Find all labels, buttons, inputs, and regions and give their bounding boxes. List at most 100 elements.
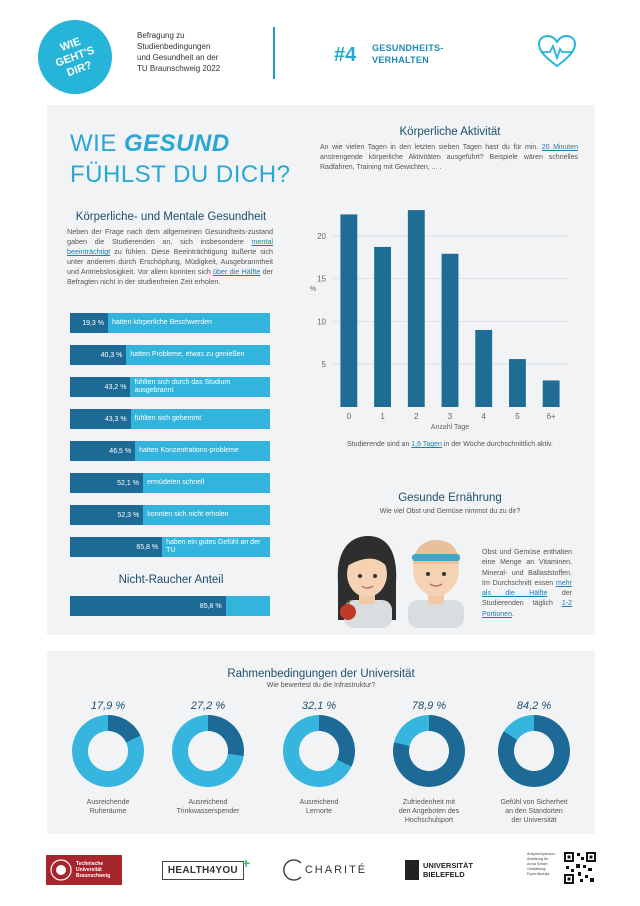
donut-label-line: Ausreichend bbox=[188, 799, 228, 806]
bar-row: 65,8 % haben ein gutes Gefühl an der TU bbox=[70, 537, 270, 557]
health4you-logo: HEALTH4YOU + bbox=[161, 852, 250, 888]
bar-row: 43,3 % fühlten sich gehemmt bbox=[70, 409, 270, 429]
text-highlight: über die Hälfte bbox=[212, 267, 261, 276]
logo-text: Braunschweig bbox=[76, 873, 111, 879]
y-tick-label: 10 bbox=[317, 317, 326, 326]
bielefeld-mark-icon bbox=[405, 860, 419, 880]
donut-label-line: Gefühl von Sicherheit bbox=[500, 799, 568, 806]
tu-braunschweig-logo: Technische Universität Braunschweig bbox=[46, 855, 122, 885]
activity-bar bbox=[374, 246, 391, 407]
y-tick-label: 15 bbox=[317, 275, 326, 284]
charite-c-icon bbox=[282, 859, 302, 881]
credit-line: Ansprechperson: bbox=[527, 852, 556, 856]
donut-label-line: Zufriedenheit mit bbox=[402, 799, 456, 806]
survey-subtitle: Befragung zu Studienbedingungen und Gesu… bbox=[137, 30, 277, 74]
y-axis-label: % bbox=[310, 286, 316, 293]
donut-chart bbox=[72, 715, 144, 787]
activity-question: An wie vielen Tagen in den letzten siebe… bbox=[320, 143, 578, 173]
bar-label: konnten sich nicht erholen bbox=[147, 511, 229, 518]
title-prefix: WIE bbox=[70, 130, 124, 157]
logo-text: BIELEFELD bbox=[423, 870, 465, 879]
logo-text: Technische bbox=[76, 861, 104, 867]
bar-pct: 40,3 % bbox=[70, 345, 127, 365]
donut-label-line: Lernorte bbox=[305, 808, 333, 815]
credit-line: Gestaltung: bbox=[527, 867, 547, 871]
subtitle-line: Befragung zu bbox=[137, 31, 185, 40]
bar-row: 46,5 % hatten Konzentrations-probleme bbox=[70, 441, 270, 461]
survey-logo: WIE GEHT'S DIR? bbox=[27, 9, 123, 105]
bar-row: 19,3 % hatten körperliche Beschwerden bbox=[70, 313, 270, 333]
donut-label: Zufriedenheit mit den Angeboten des Hochsc… bbox=[384, 798, 474, 825]
bar-pct: 43,2 % bbox=[70, 377, 131, 397]
plus-icon: + bbox=[241, 855, 251, 871]
y-tick-label: 20 bbox=[317, 232, 326, 241]
credit-line: Abteilung für bbox=[527, 857, 549, 861]
donut-label: Gefühl von Sicherheit an den Standorten de… bbox=[489, 798, 579, 825]
bar-pct: 46,5 % bbox=[70, 441, 136, 461]
donut-label-line: an den Standorten bbox=[505, 808, 563, 815]
issue-number: #4 bbox=[334, 44, 357, 66]
university-heading: Rahmenbedingungen der Universität bbox=[227, 668, 415, 680]
text-highlight: 1-2 Portionen bbox=[482, 600, 572, 618]
nutrition-text: Obst und Gemüse enthalten eine Menge an … bbox=[482, 548, 572, 620]
text-part: Neben der Frage nach dem allgemeinen Ges… bbox=[67, 227, 273, 246]
charite-logo: CHARITÉ bbox=[282, 852, 368, 888]
bar-pct: 65,8 % bbox=[70, 537, 163, 557]
donut-label-line: Ausreichende bbox=[86, 799, 130, 806]
bar-pct: 52,3 % bbox=[70, 505, 144, 525]
topic-line: VERHALTEN bbox=[372, 55, 430, 65]
activity-chart: 5 10 15 20% 0 1 2 3 4 5 6+ Anzahl Tage bbox=[310, 210, 568, 431]
bar-row: 40,3 % hatten Probleme, etwas zu genießen bbox=[70, 345, 270, 365]
donut-label-line: Ausreichend bbox=[299, 799, 339, 806]
nutrition-question: Wie viel Obst und Gemüse nimmst du zu di… bbox=[379, 508, 521, 515]
x-tick-label: 1 bbox=[380, 412, 385, 421]
text-part: Studierende sind an bbox=[347, 441, 412, 448]
people-illustration bbox=[337, 536, 464, 628]
activity-bar bbox=[542, 380, 560, 407]
text-part: anstrengende körperliche Aktivitäten aus… bbox=[320, 154, 578, 171]
credit-line: Ryan Abdulla bbox=[527, 872, 550, 876]
nutrition-heading: Gesunde Ernährung bbox=[398, 492, 502, 504]
bar-label: haben ein gutes Gefühl an der TU bbox=[166, 539, 261, 554]
topic-line: GESUNDHEITS- bbox=[372, 43, 444, 53]
donut-label-line: Trinkwasserspender bbox=[176, 808, 240, 815]
qr-code-icon[interactable] bbox=[563, 851, 597, 885]
donut-label-line: Ruheräume bbox=[89, 808, 127, 815]
bar-label: fühlten sich durch das Studium ausgebran… bbox=[134, 379, 231, 394]
donut-label: Ausreichend Lernorte bbox=[274, 798, 364, 816]
x-tick-label: 4 bbox=[481, 412, 486, 421]
donut-chart bbox=[498, 715, 570, 787]
tu-seal-icon bbox=[50, 859, 72, 881]
smoker-heading: Nicht-Raucher Anteil bbox=[118, 574, 224, 586]
donut-percentage: 17,9 % bbox=[90, 700, 126, 712]
activity-bar bbox=[509, 359, 526, 407]
text-part: in der Woche durchschnittlich aktiv. bbox=[441, 441, 553, 448]
bar-label: hatten Probleme, etwas zu genießen bbox=[130, 351, 245, 358]
bar-row: 52,3 % konnten sich nicht erholen bbox=[70, 505, 270, 525]
heart-pulse-icon bbox=[537, 35, 577, 68]
smoker-bar: 85,8 % bbox=[70, 596, 270, 616]
bar-label: fühlten sich gehemmt bbox=[134, 415, 202, 422]
bar-label: hatten Konzentrations-probleme bbox=[139, 447, 239, 454]
donut-label-line: der Universität bbox=[511, 817, 557, 824]
title-line-2: FÜHLST DU DICH? bbox=[70, 161, 291, 188]
x-tick-label: 3 bbox=[448, 412, 453, 421]
title-emphasis: GESUND bbox=[124, 130, 230, 157]
mental-health-text: Neben der Frage nach dem allgemeinen Ges… bbox=[67, 227, 273, 287]
subtitle-line: TU Braunschweig 2022 bbox=[137, 64, 221, 73]
bar-pct: 43,3 % bbox=[70, 409, 131, 429]
header-divider bbox=[273, 27, 275, 79]
x-axis-label: Anzahl Tage bbox=[431, 424, 470, 431]
activity-note: Studierende sind an 1,6 Tagen in der Woc… bbox=[320, 441, 580, 448]
text-highlight: 1,6 Tagen bbox=[411, 441, 442, 448]
text-part: An wie vielen Tagen in den letzten siebe… bbox=[320, 144, 542, 151]
text-part: zu fühlen. Diese Beeinträchtigung äußert… bbox=[67, 247, 273, 276]
bar-label: ermüdeten schnell bbox=[146, 479, 205, 486]
university-question: Wie bewertest du die Infrastruktur? bbox=[266, 682, 376, 689]
y-tick-label: 5 bbox=[322, 360, 327, 369]
donut-percentage: 78,9 % bbox=[411, 700, 447, 712]
x-tick-label: 0 bbox=[347, 412, 352, 421]
donut-chart bbox=[283, 715, 355, 787]
mental-health-heading: Körperliche- und Mentale Gesundheit bbox=[75, 211, 267, 223]
donut-percentage: 27,2 % bbox=[190, 700, 226, 712]
